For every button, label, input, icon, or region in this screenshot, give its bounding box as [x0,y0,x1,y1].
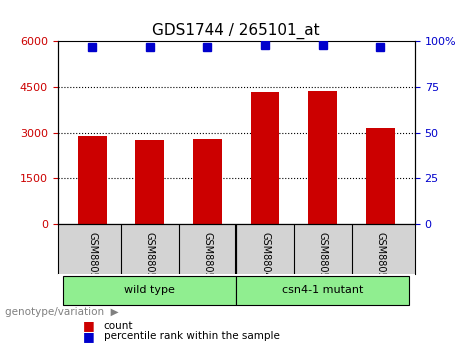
Text: GSM88051: GSM88051 [375,231,385,284]
Text: wild type: wild type [124,285,175,295]
Bar [251,92,279,224]
Title: GDS1744 / 265101_at: GDS1744 / 265101_at [153,22,320,39]
Bar [308,91,337,224]
FancyBboxPatch shape [236,276,409,305]
Text: csn4-1 mutant: csn4-1 mutant [282,285,363,295]
Text: genotype/variation  ▶: genotype/variation ▶ [5,307,118,317]
Text: percentile rank within the sample: percentile rank within the sample [104,332,280,341]
Text: GSM88050: GSM88050 [318,231,328,284]
Bar [136,140,164,224]
Text: GSM88056: GSM88056 [145,231,155,284]
Bar [78,136,106,224]
Text: GSM88057: GSM88057 [202,231,213,285]
Bar [366,128,395,224]
Text: ■: ■ [83,319,95,333]
Text: GSM88055: GSM88055 [87,231,97,285]
Bar [193,139,222,224]
FancyBboxPatch shape [64,276,236,305]
Text: count: count [104,321,133,331]
Text: ■: ■ [83,330,95,343]
Text: GSM88049: GSM88049 [260,231,270,284]
